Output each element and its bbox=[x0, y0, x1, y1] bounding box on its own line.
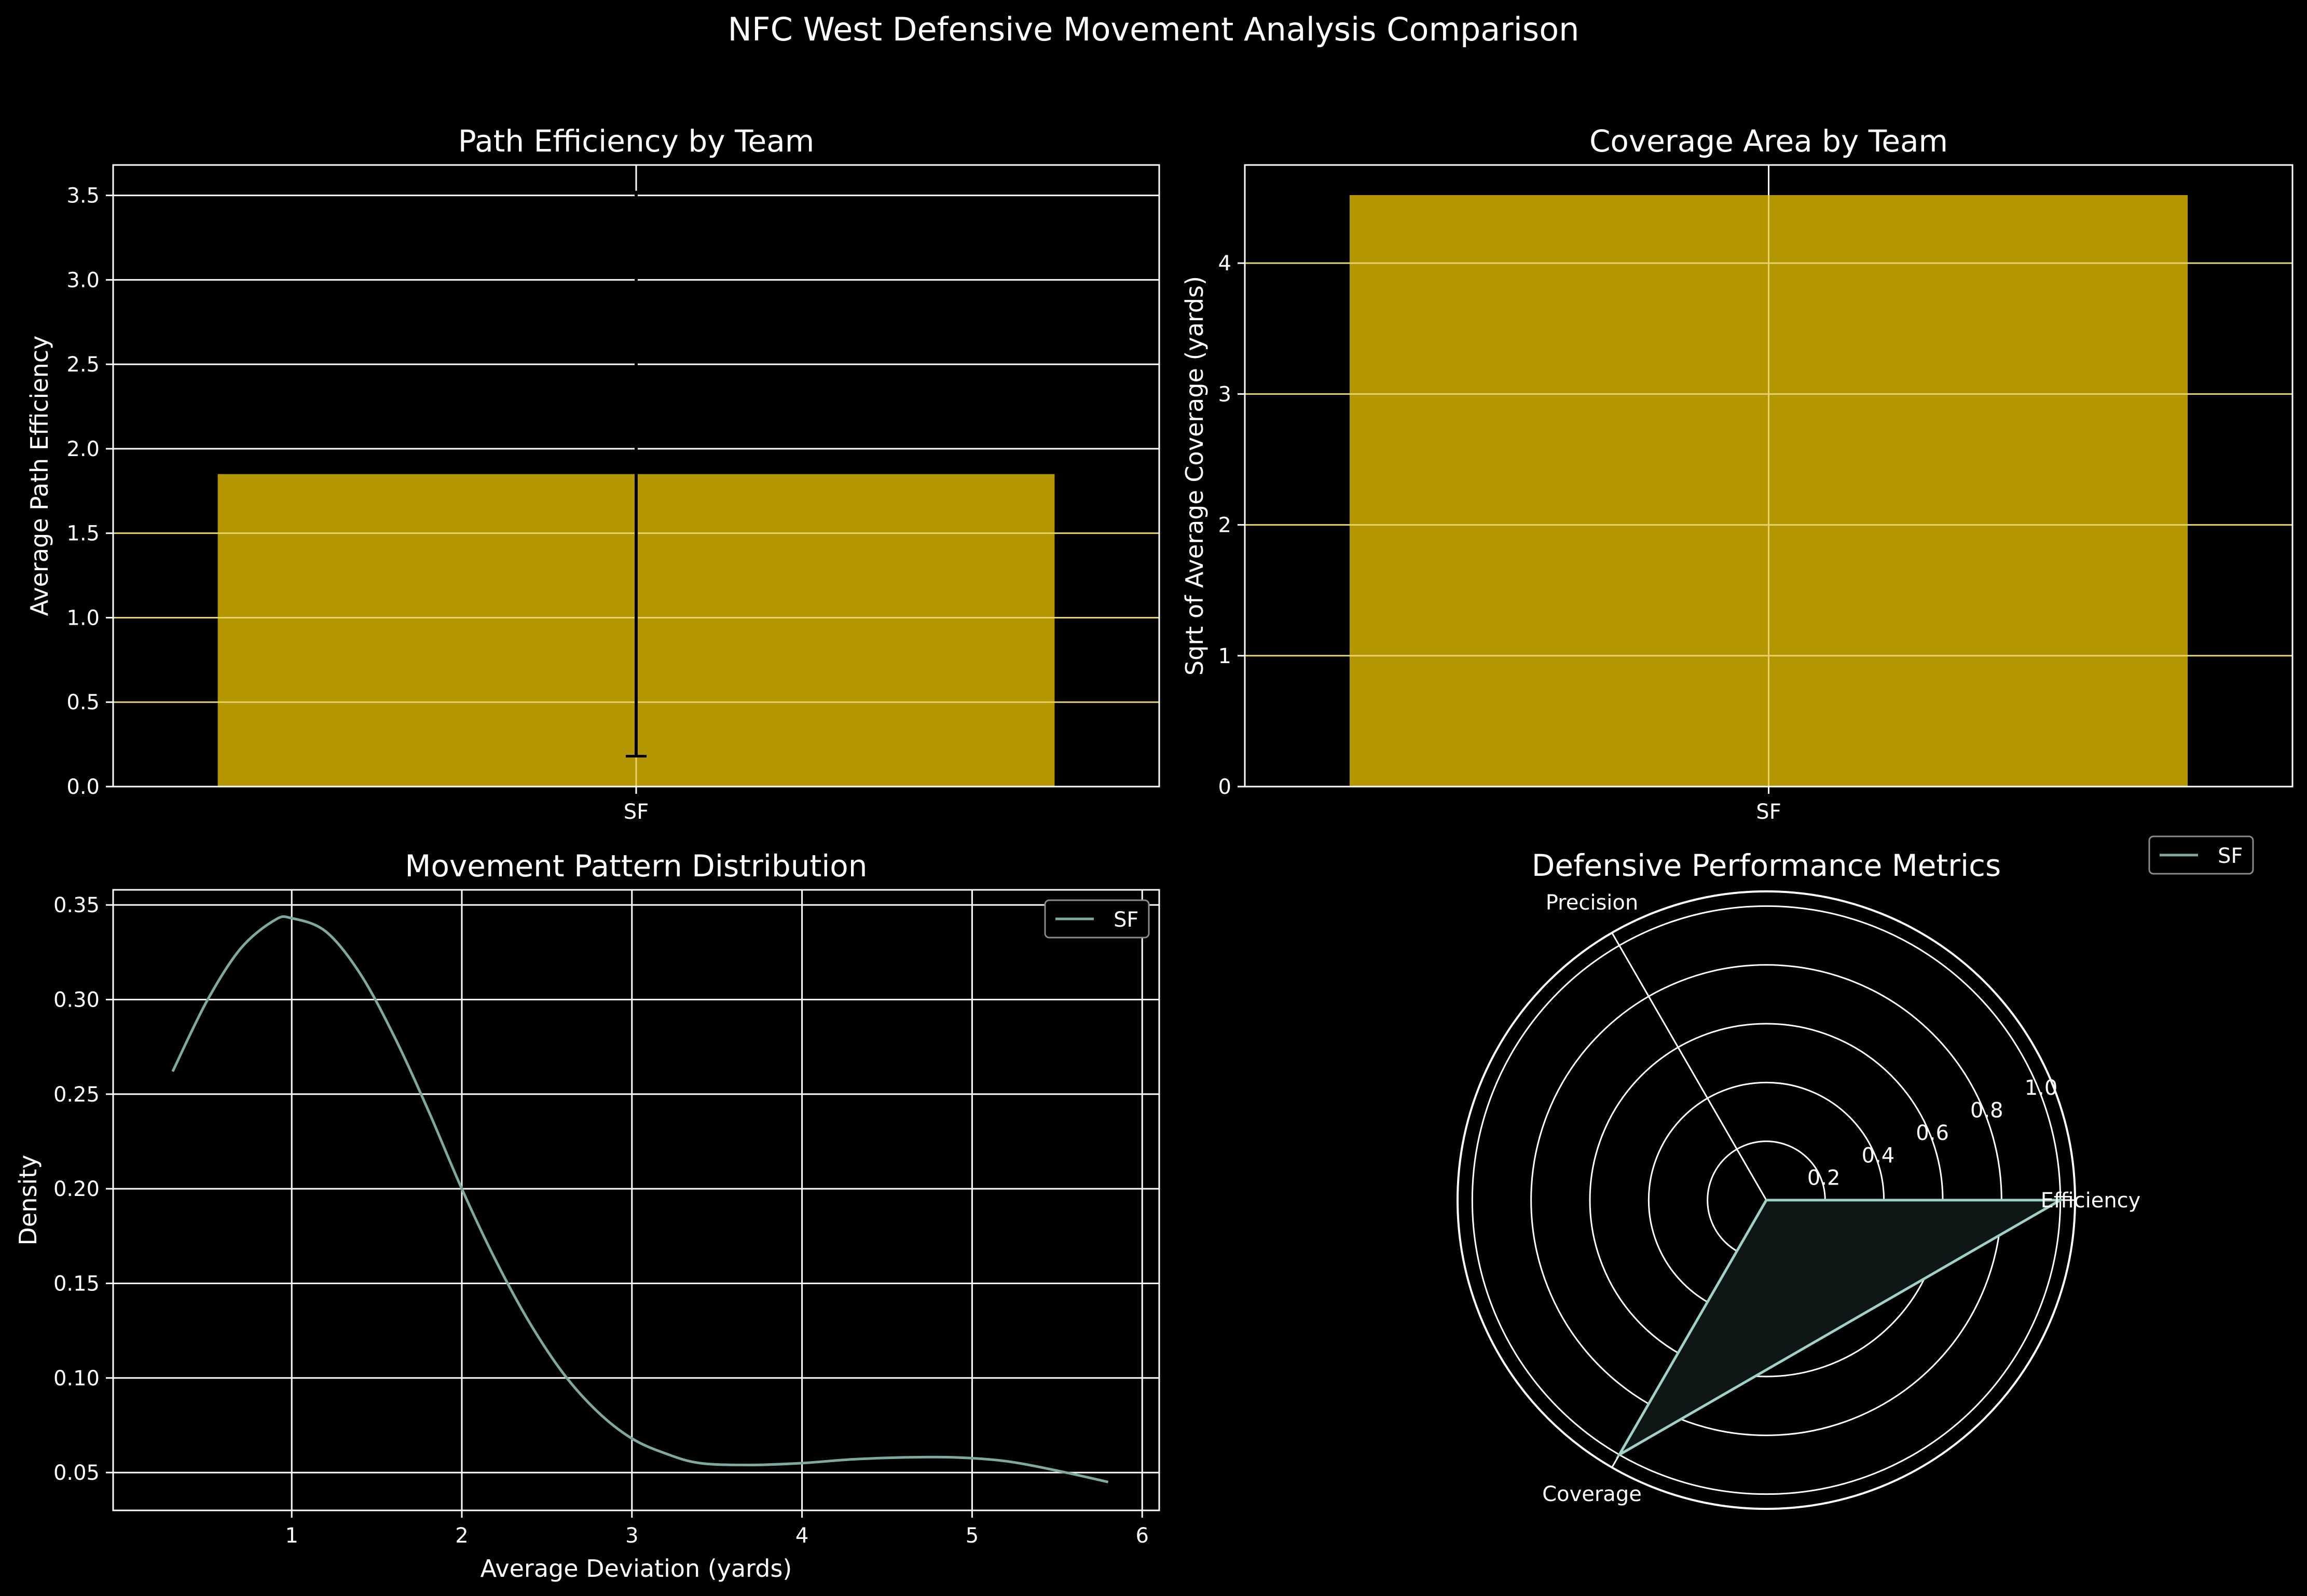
r-tick-label: 0.8 bbox=[1970, 1099, 2003, 1123]
series-line-sf bbox=[171, 915, 1109, 1483]
performance-radar-chart: 0.2 0.4 0.6 0.8 1.0 Efficiency Precision Covera… bbox=[1457, 835, 2254, 1510]
chart-title: Coverage Area by Team bbox=[1589, 123, 1948, 159]
radar-axis-label: Precision bbox=[1546, 891, 1638, 915]
legend: SF bbox=[2148, 835, 2254, 875]
legend: SF bbox=[1044, 899, 1150, 939]
polar-frame bbox=[1457, 890, 2076, 1510]
r-tick-label: 0.4 bbox=[1862, 1144, 1895, 1167]
y-tick-label: 0.30 bbox=[53, 988, 100, 1012]
r-tick-label: 0.6 bbox=[1916, 1121, 1949, 1145]
y-tick-label: 0.15 bbox=[53, 1272, 100, 1296]
y-tick-label: 1.5 bbox=[66, 522, 100, 546]
radar-axis-label: Coverage bbox=[1542, 1482, 1642, 1506]
coverage-area-chart: 0 1 2 3 4 SF Coverage Area by Team Sqrt of Aver… bbox=[1180, 123, 2294, 824]
x-tick-label: 6 bbox=[1135, 1524, 1148, 1548]
y-tick-label: 0 bbox=[1218, 775, 1231, 799]
chart-title: Path Efficiency by Team bbox=[458, 123, 815, 159]
figure-title: NFC West Defensive Movement Analysis Com… bbox=[727, 10, 1580, 48]
r-tick-label: 1.0 bbox=[2025, 1076, 2058, 1100]
legend-label: SF bbox=[1114, 908, 1138, 932]
y-tick-label: 0.05 bbox=[53, 1461, 100, 1485]
x-tick-label: 3 bbox=[625, 1524, 638, 1548]
y-tick-label: 0.35 bbox=[53, 893, 100, 917]
radar-axis-label: Efficiency bbox=[2041, 1189, 2141, 1213]
legend-frame bbox=[1044, 899, 1150, 939]
y-tick-label: 2 bbox=[1218, 514, 1231, 538]
y-axis-label: Average Path Efficiency bbox=[25, 336, 53, 616]
radar-line-sf bbox=[1615, 1199, 2066, 1459]
y-tick-label: 2.0 bbox=[66, 437, 100, 461]
y-tick-label: 2.5 bbox=[66, 353, 100, 377]
x-tick-label: SF bbox=[624, 800, 649, 824]
y-axis-label: Sqrt of Average Coverage (yards) bbox=[1180, 276, 1209, 676]
y-tick-label: 3.0 bbox=[66, 268, 100, 292]
x-tick-label: 2 bbox=[455, 1524, 468, 1548]
y-tick-label: 0.10 bbox=[53, 1367, 100, 1391]
legend-frame bbox=[2148, 835, 2254, 875]
y-tick-label: 0.25 bbox=[53, 1083, 100, 1107]
y-tick-label: 0.5 bbox=[66, 691, 100, 714]
movement-distribution-chart: 0.05 0.10 0.15 0.20 0.25 0.30 0.35 1 2 3 4 5 6 Moveme… bbox=[14, 848, 1160, 1583]
r-tick-label: 0.2 bbox=[1807, 1166, 1841, 1190]
y-axis-label: Density bbox=[14, 1155, 42, 1246]
x-axis-label: Average Deviation (yards) bbox=[480, 1554, 792, 1583]
chart-title: Defensive Performance Metrics bbox=[1532, 848, 2001, 883]
y-tick-label: 4 bbox=[1218, 252, 1231, 276]
chart-title: Movement Pattern Distribution bbox=[405, 848, 867, 884]
legend-label: SF bbox=[2218, 844, 2243, 868]
x-tick-label: 1 bbox=[285, 1524, 298, 1548]
x-tick-label: SF bbox=[1756, 800, 1781, 824]
path-efficiency-chart: 0.0 0.5 1.0 1.5 2.0 2.5 3.0 3.5 SF Path Efficienc… bbox=[25, 123, 1160, 824]
y-tick-label: 1 bbox=[1218, 644, 1231, 668]
axes-frame bbox=[112, 889, 1160, 1511]
y-tick-label: 1.0 bbox=[66, 606, 100, 630]
x-tick-label: 5 bbox=[966, 1524, 979, 1548]
angular-gridline bbox=[1611, 932, 1767, 1201]
y-tick-label: 0.0 bbox=[66, 775, 100, 799]
x-tick-label: 4 bbox=[795, 1524, 808, 1548]
y-tick-label: 3 bbox=[1218, 382, 1231, 406]
y-tick-label: 3.5 bbox=[66, 184, 100, 208]
y-tick-label: 0.20 bbox=[53, 1177, 100, 1201]
